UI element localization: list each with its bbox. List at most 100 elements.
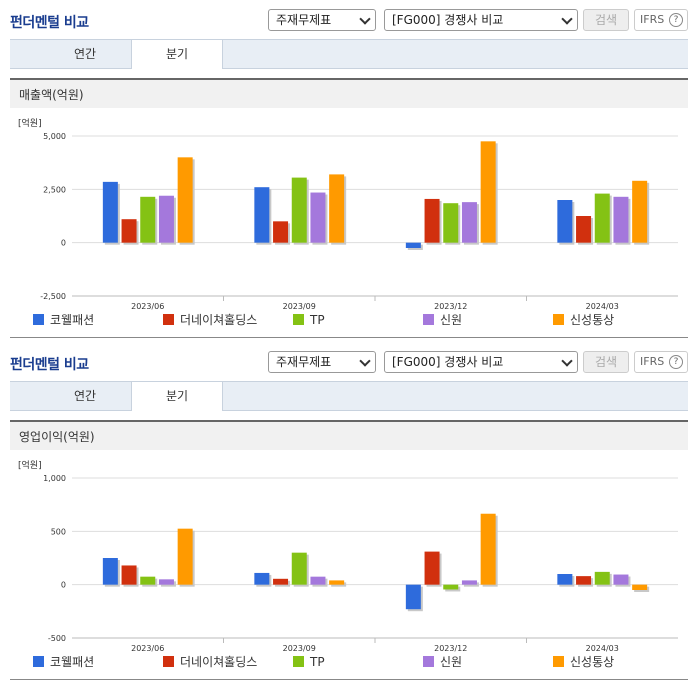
bar <box>158 579 174 585</box>
bar <box>632 584 648 590</box>
legend-item[interactable]: 신성통상 <box>553 313 615 327</box>
tab-annual[interactable]: 연간 <box>73 47 97 61</box>
bar <box>254 187 270 243</box>
bar <box>557 200 573 243</box>
panel-title: 펀더멘털 비교 <box>10 15 89 31</box>
statement-select[interactable]: 주재무제표 <box>268 351 376 373</box>
bar <box>291 552 307 585</box>
legend-swatch <box>33 314 44 325</box>
legend-swatch <box>163 314 174 325</box>
x-tick-label: 2024/03 <box>586 302 619 311</box>
bar <box>461 580 477 585</box>
bar <box>158 195 174 243</box>
bar <box>102 558 118 585</box>
ifrs-label: IFRS <box>640 13 665 26</box>
peer-group-select[interactable]: [FG000] 경쟁사 비교 <box>384 351 578 373</box>
chevron-down-icon <box>359 355 371 367</box>
legend-swatch <box>293 656 304 667</box>
chart-legend: 코웰패션 더네이쳐홀딩스 TP 신원 신성통상 <box>0 313 696 329</box>
statement-select[interactable]: 주재무제표 <box>268 9 376 31</box>
peer-group-select-value: [FG000] 경쟁사 비교 <box>392 355 504 369</box>
bar <box>461 202 477 243</box>
chevron-down-icon <box>359 13 371 25</box>
search-button[interactable]: 검색 <box>583 9 629 31</box>
bar <box>121 565 137 585</box>
tab-annual[interactable]: 연간 <box>73 389 97 403</box>
legend-item[interactable]: 신성통상 <box>553 655 615 669</box>
bar <box>480 141 496 243</box>
peer-group-select-value: [FG000] 경쟁사 비교 <box>392 13 504 27</box>
bar <box>140 196 156 243</box>
bar <box>102 181 118 243</box>
divider <box>10 337 688 338</box>
bar <box>291 177 307 243</box>
section-title: 영업이익(억원) <box>10 420 688 450</box>
y-tick-label: 5,000 <box>43 132 66 141</box>
bar <box>443 203 459 243</box>
x-tick-label: 2023/06 <box>131 644 164 653</box>
bar <box>613 574 629 585</box>
peer-group-select[interactable]: [FG000] 경쟁사 비교 <box>384 9 578 31</box>
tab-quarterly[interactable]: 분기 <box>131 40 223 69</box>
bar-chart-operating-profit: [억원]1,000 500 0 -500 2023/06 2023/09 2023/12 20… <box>18 459 678 653</box>
bar <box>405 584 421 610</box>
statement-select-value: 주재무제표 <box>276 13 332 27</box>
legend-label: 코웰패션 <box>50 655 95 669</box>
legend-label: 신성통상 <box>570 313 615 327</box>
legend-item[interactable]: 코웰패션 <box>33 655 95 669</box>
x-tick-label: 2023/09 <box>283 302 316 311</box>
ifrs-help-button[interactable]: IFRS ? <box>634 351 688 373</box>
legend-label: 신원 <box>440 313 463 327</box>
y-tick-label: 2,500 <box>43 185 66 194</box>
ifrs-label: IFRS <box>640 355 665 368</box>
legend-item[interactable]: 신원 <box>423 313 463 327</box>
legend-item[interactable]: 더네이쳐홀딩스 <box>163 313 257 327</box>
bar <box>310 576 326 585</box>
bar <box>310 192 326 243</box>
y-tick-label: -2,500 <box>40 292 66 301</box>
statement-select-value: 주재무제표 <box>276 355 332 369</box>
period-tabs: 연간 분기 <box>10 39 688 69</box>
ifrs-help-button[interactable]: IFRS ? <box>634 9 688 31</box>
bar <box>273 578 289 585</box>
legend-swatch <box>553 314 564 325</box>
legend-swatch <box>163 656 174 667</box>
legend-label: TP <box>310 313 325 327</box>
bar <box>557 574 573 585</box>
legend-swatch <box>423 656 434 667</box>
bar <box>443 584 459 590</box>
bar <box>177 157 193 243</box>
y-tick-label: 0 <box>61 239 66 248</box>
legend-item[interactable]: 더네이쳐홀딩스 <box>163 655 258 669</box>
bar-chart-sales: [억원]5,000 2,500 0 -2,500 2023/06 2023/09 2023/… <box>18 117 678 311</box>
chevron-down-icon <box>561 355 573 367</box>
x-tick-label: 2023/06 <box>131 302 164 311</box>
legend-item[interactable]: 코웰패션 <box>33 313 94 327</box>
legend-swatch <box>293 314 304 325</box>
legend-item[interactable]: 신원 <box>423 655 462 669</box>
legend-swatch <box>423 314 434 325</box>
help-icon: ? <box>669 355 683 369</box>
tab-quarterly[interactable]: 분기 <box>131 382 223 411</box>
bar <box>254 572 270 585</box>
chart-legend: 코웰패션 더네이쳐홀딩스 TP 신원 신성통상 <box>0 655 696 671</box>
bar <box>273 221 289 243</box>
bar <box>632 180 648 243</box>
bar <box>424 551 440 585</box>
legend-swatch <box>553 656 564 667</box>
legend-item[interactable]: TP <box>293 655 325 669</box>
axis-unit-label: [억원] <box>18 117 42 129</box>
fundamental-panel-sales: 펀더멘털 비교 주재무제표 [FG000] 경쟁사 비교 검색 IFRS ? 연… <box>0 9 696 338</box>
legend-label: 더네이쳐홀딩스 <box>180 655 258 669</box>
x-tick-label: 2023/09 <box>283 644 316 653</box>
bar <box>140 576 156 585</box>
bar <box>177 528 193 585</box>
x-tick-label: 2023/12 <box>434 644 467 653</box>
legend-label: 신성통상 <box>570 655 615 669</box>
legend-item[interactable]: TP <box>293 313 325 327</box>
bar <box>480 513 496 585</box>
fundamental-panel-operating-profit: 펀더멘털 비교 주재무제표 [FG000] 경쟁사 비교 검색 IFRS ? 연… <box>0 342 696 684</box>
search-button[interactable]: 검색 <box>583 351 629 373</box>
bar <box>424 198 440 243</box>
bar <box>329 580 345 585</box>
